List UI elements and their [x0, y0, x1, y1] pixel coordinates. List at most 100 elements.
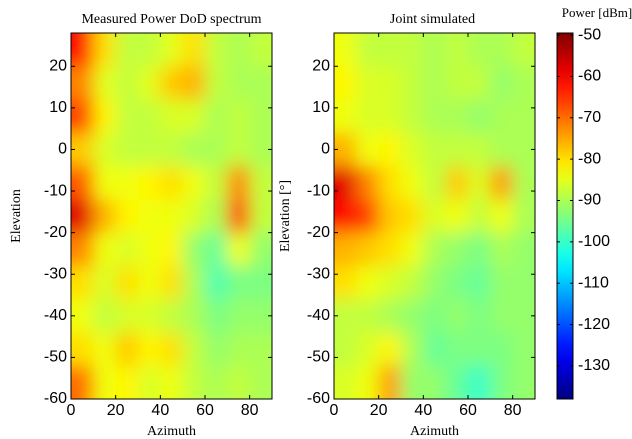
heatmap-cell — [401, 66, 425, 101]
heatmap-cell — [334, 33, 358, 68]
heatmap-cell — [160, 332, 184, 367]
heatmap-cell — [490, 66, 514, 101]
heatmap-cell — [334, 99, 358, 134]
heatmap-cell — [334, 66, 358, 101]
heatmap-cell — [401, 33, 425, 68]
heatmap-cell — [205, 232, 229, 267]
axes-box — [333, 32, 536, 400]
colorbar — [556, 32, 574, 400]
heatmap-cell — [71, 166, 95, 201]
heatmap-cell — [356, 166, 380, 201]
heatmap-cell — [401, 199, 425, 234]
heatmap-cell — [334, 265, 358, 301]
heatmap-cells — [334, 33, 535, 399]
heatmap-cell — [93, 299, 117, 334]
heatmap-cell — [249, 66, 272, 101]
heatmap-cell — [138, 365, 162, 399]
heatmap-cell — [445, 365, 469, 399]
heatmap-cell — [512, 232, 535, 267]
heatmap-cell — [468, 365, 492, 399]
heatmap-cell — [205, 299, 229, 334]
heatmap-cell — [71, 232, 95, 267]
heatmap-cell — [423, 132, 447, 168]
heatmap-cell — [115, 232, 139, 267]
x-axis-label: Azimuth — [410, 424, 459, 439]
heatmap-cell — [71, 299, 95, 334]
x-tick-label: 80 — [241, 402, 259, 419]
x-tick-label: 40 — [151, 402, 169, 419]
heatmap-cell — [356, 132, 380, 168]
heatmap-cell — [138, 166, 162, 201]
heatmap-cell — [182, 132, 206, 168]
heatmap-cell — [512, 265, 535, 301]
heatmap-cell — [227, 365, 251, 399]
heatmap-cell — [160, 365, 184, 399]
heatmap-cell — [249, 332, 272, 367]
heatmap-cell — [401, 365, 425, 399]
heatmap-cell — [378, 66, 402, 101]
heatmap-cell — [423, 365, 447, 399]
heatmap-cell — [115, 199, 139, 234]
heatmap-cell — [227, 132, 251, 168]
heatmap-cell — [445, 199, 469, 234]
colorbar-tick-label: -50 — [578, 26, 601, 43]
heatmap-cell — [334, 365, 358, 399]
heatmap-cell — [93, 232, 117, 267]
heatmap-cell — [378, 166, 402, 201]
heatmap-cell — [93, 99, 117, 134]
heatmap-cell — [423, 99, 447, 134]
heatmap-cell — [182, 33, 206, 68]
heatmap-cell — [205, 99, 229, 134]
heatmap-cell — [182, 66, 206, 101]
y-axis-label: Elevation [°] — [278, 180, 293, 252]
heatmap-cell — [378, 199, 402, 234]
heatmap-cell — [378, 299, 402, 334]
x-tick-label: 20 — [107, 402, 125, 419]
heatmap-cell — [468, 265, 492, 301]
heatmap-cell — [334, 199, 358, 234]
colorbar-tick-label: -90 — [578, 192, 601, 209]
heatmap-cells — [71, 33, 272, 399]
heatmap-cell — [71, 365, 95, 399]
y-tick-label: 10 — [49, 99, 67, 116]
heatmap-cell — [249, 365, 272, 399]
heatmap-cell — [138, 232, 162, 267]
heatmap-cell — [423, 232, 447, 267]
heatmap-cell — [249, 299, 272, 334]
heatmap-area — [334, 33, 535, 399]
heatmap-cell — [378, 365, 402, 399]
heatmap-cell — [356, 299, 380, 334]
colorbar-tick-label: -130 — [578, 357, 610, 374]
colorbar-tick-label: -100 — [578, 233, 610, 250]
heatmap-cell — [468, 332, 492, 367]
heatmap-cell — [182, 166, 206, 201]
heatmap-cell — [227, 66, 251, 101]
y-tick-label: -10 — [307, 182, 330, 199]
heatmap-cell — [423, 265, 447, 301]
colorbar-tick-label: -120 — [578, 316, 610, 333]
heatmap-cell — [512, 99, 535, 134]
heatmap-cell — [401, 265, 425, 301]
heatmap-cell — [205, 132, 229, 168]
heatmap-cell — [160, 33, 184, 68]
colorbar-tick-label: -70 — [578, 109, 601, 126]
heatmap-cell — [356, 365, 380, 399]
heatmap-cell — [160, 166, 184, 201]
y-tick-label: -20 — [44, 224, 67, 241]
heatmap-cell — [227, 33, 251, 68]
heatmap-cell — [227, 232, 251, 267]
chart-title: Measured Power DoD spectrum — [81, 12, 261, 27]
y-tick-label: 20 — [312, 57, 330, 74]
heatmap-cell — [378, 33, 402, 68]
heatmap-cell — [138, 99, 162, 134]
heatmap-cell — [138, 199, 162, 234]
heatmap-cell — [356, 99, 380, 134]
heatmap-cell — [115, 365, 139, 399]
y-tick-label: -50 — [44, 349, 67, 366]
heatmap-area — [71, 33, 272, 399]
heatmap-cell — [160, 66, 184, 101]
heatmap-cell — [445, 332, 469, 367]
heatmap-cell — [468, 33, 492, 68]
heatmap-cell — [512, 365, 535, 399]
heatmap-cell — [490, 265, 514, 301]
